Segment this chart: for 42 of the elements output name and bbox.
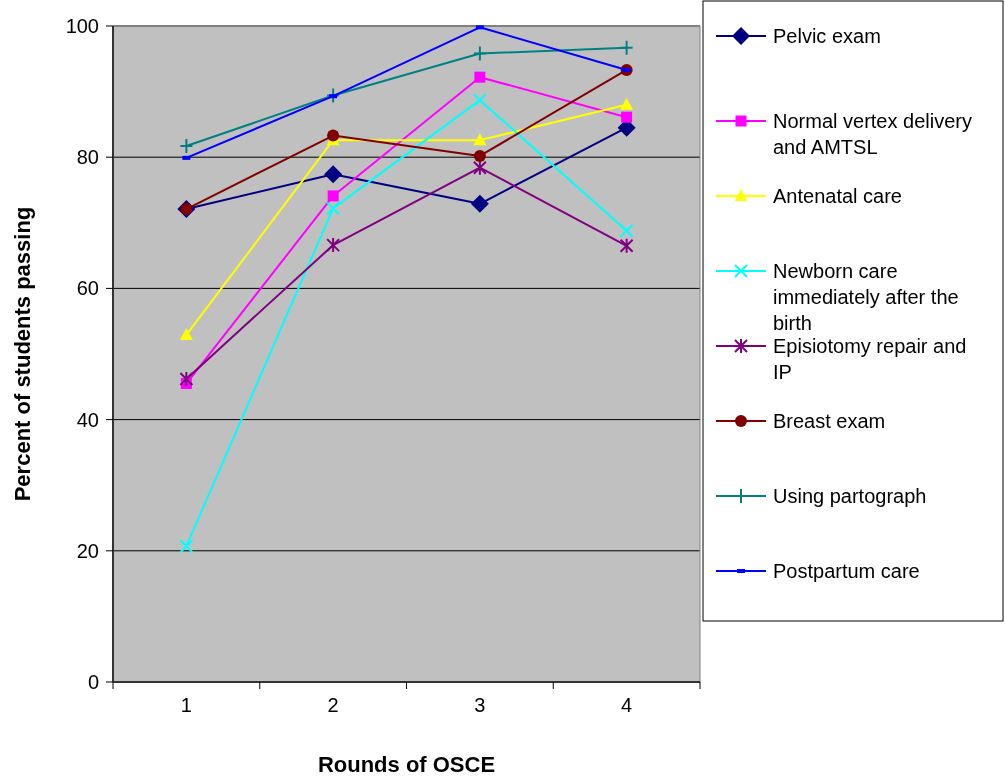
point	[472, 45, 487, 62]
point	[619, 237, 634, 254]
point	[620, 97, 634, 110]
point	[473, 133, 487, 146]
point	[619, 39, 634, 56]
y-tick-label: 20	[76, 539, 99, 562]
point	[621, 111, 633, 123]
point	[472, 93, 487, 108]
legend-label: Episiotomy repair and IP	[773, 335, 967, 383]
y-tick-label: 40	[76, 408, 99, 431]
point	[326, 87, 341, 104]
point	[470, 194, 489, 213]
legend-label: Postpartum care	[773, 560, 920, 582]
point	[327, 129, 340, 142]
legend-label: Breast exam	[773, 410, 886, 432]
point	[179, 539, 194, 554]
point	[473, 149, 486, 162]
x-tick-label: 2	[327, 694, 339, 716]
point	[619, 223, 634, 238]
y-tick-label: 100	[65, 15, 99, 37]
point	[179, 370, 194, 387]
y-tick-label: 0	[87, 671, 99, 693]
point	[324, 165, 343, 184]
point	[327, 190, 339, 202]
legend-label: Using partograph	[773, 485, 927, 507]
x-axis-title: Rounds of OSCE	[317, 752, 496, 776]
legend-label: Normal vertex delivery and AMTSL	[773, 110, 972, 158]
point	[179, 138, 194, 155]
y-tick-label: 80	[76, 146, 99, 169]
y-axis-title: Percent of students passing	[10, 206, 35, 502]
point	[472, 159, 487, 176]
legend-label: Pelvic exam	[773, 25, 881, 47]
x-tick-label: 4	[621, 694, 633, 716]
y-tick-label: 60	[76, 277, 99, 300]
point	[474, 71, 486, 83]
legend-label: Newborn care immediately after the birth	[773, 260, 959, 334]
point	[179, 327, 193, 340]
point	[326, 237, 341, 254]
legend-label: Antenatal care	[773, 185, 902, 207]
x-tick-label: 1	[180, 694, 192, 716]
x-tick-label: 3	[474, 694, 486, 716]
point	[326, 201, 341, 216]
